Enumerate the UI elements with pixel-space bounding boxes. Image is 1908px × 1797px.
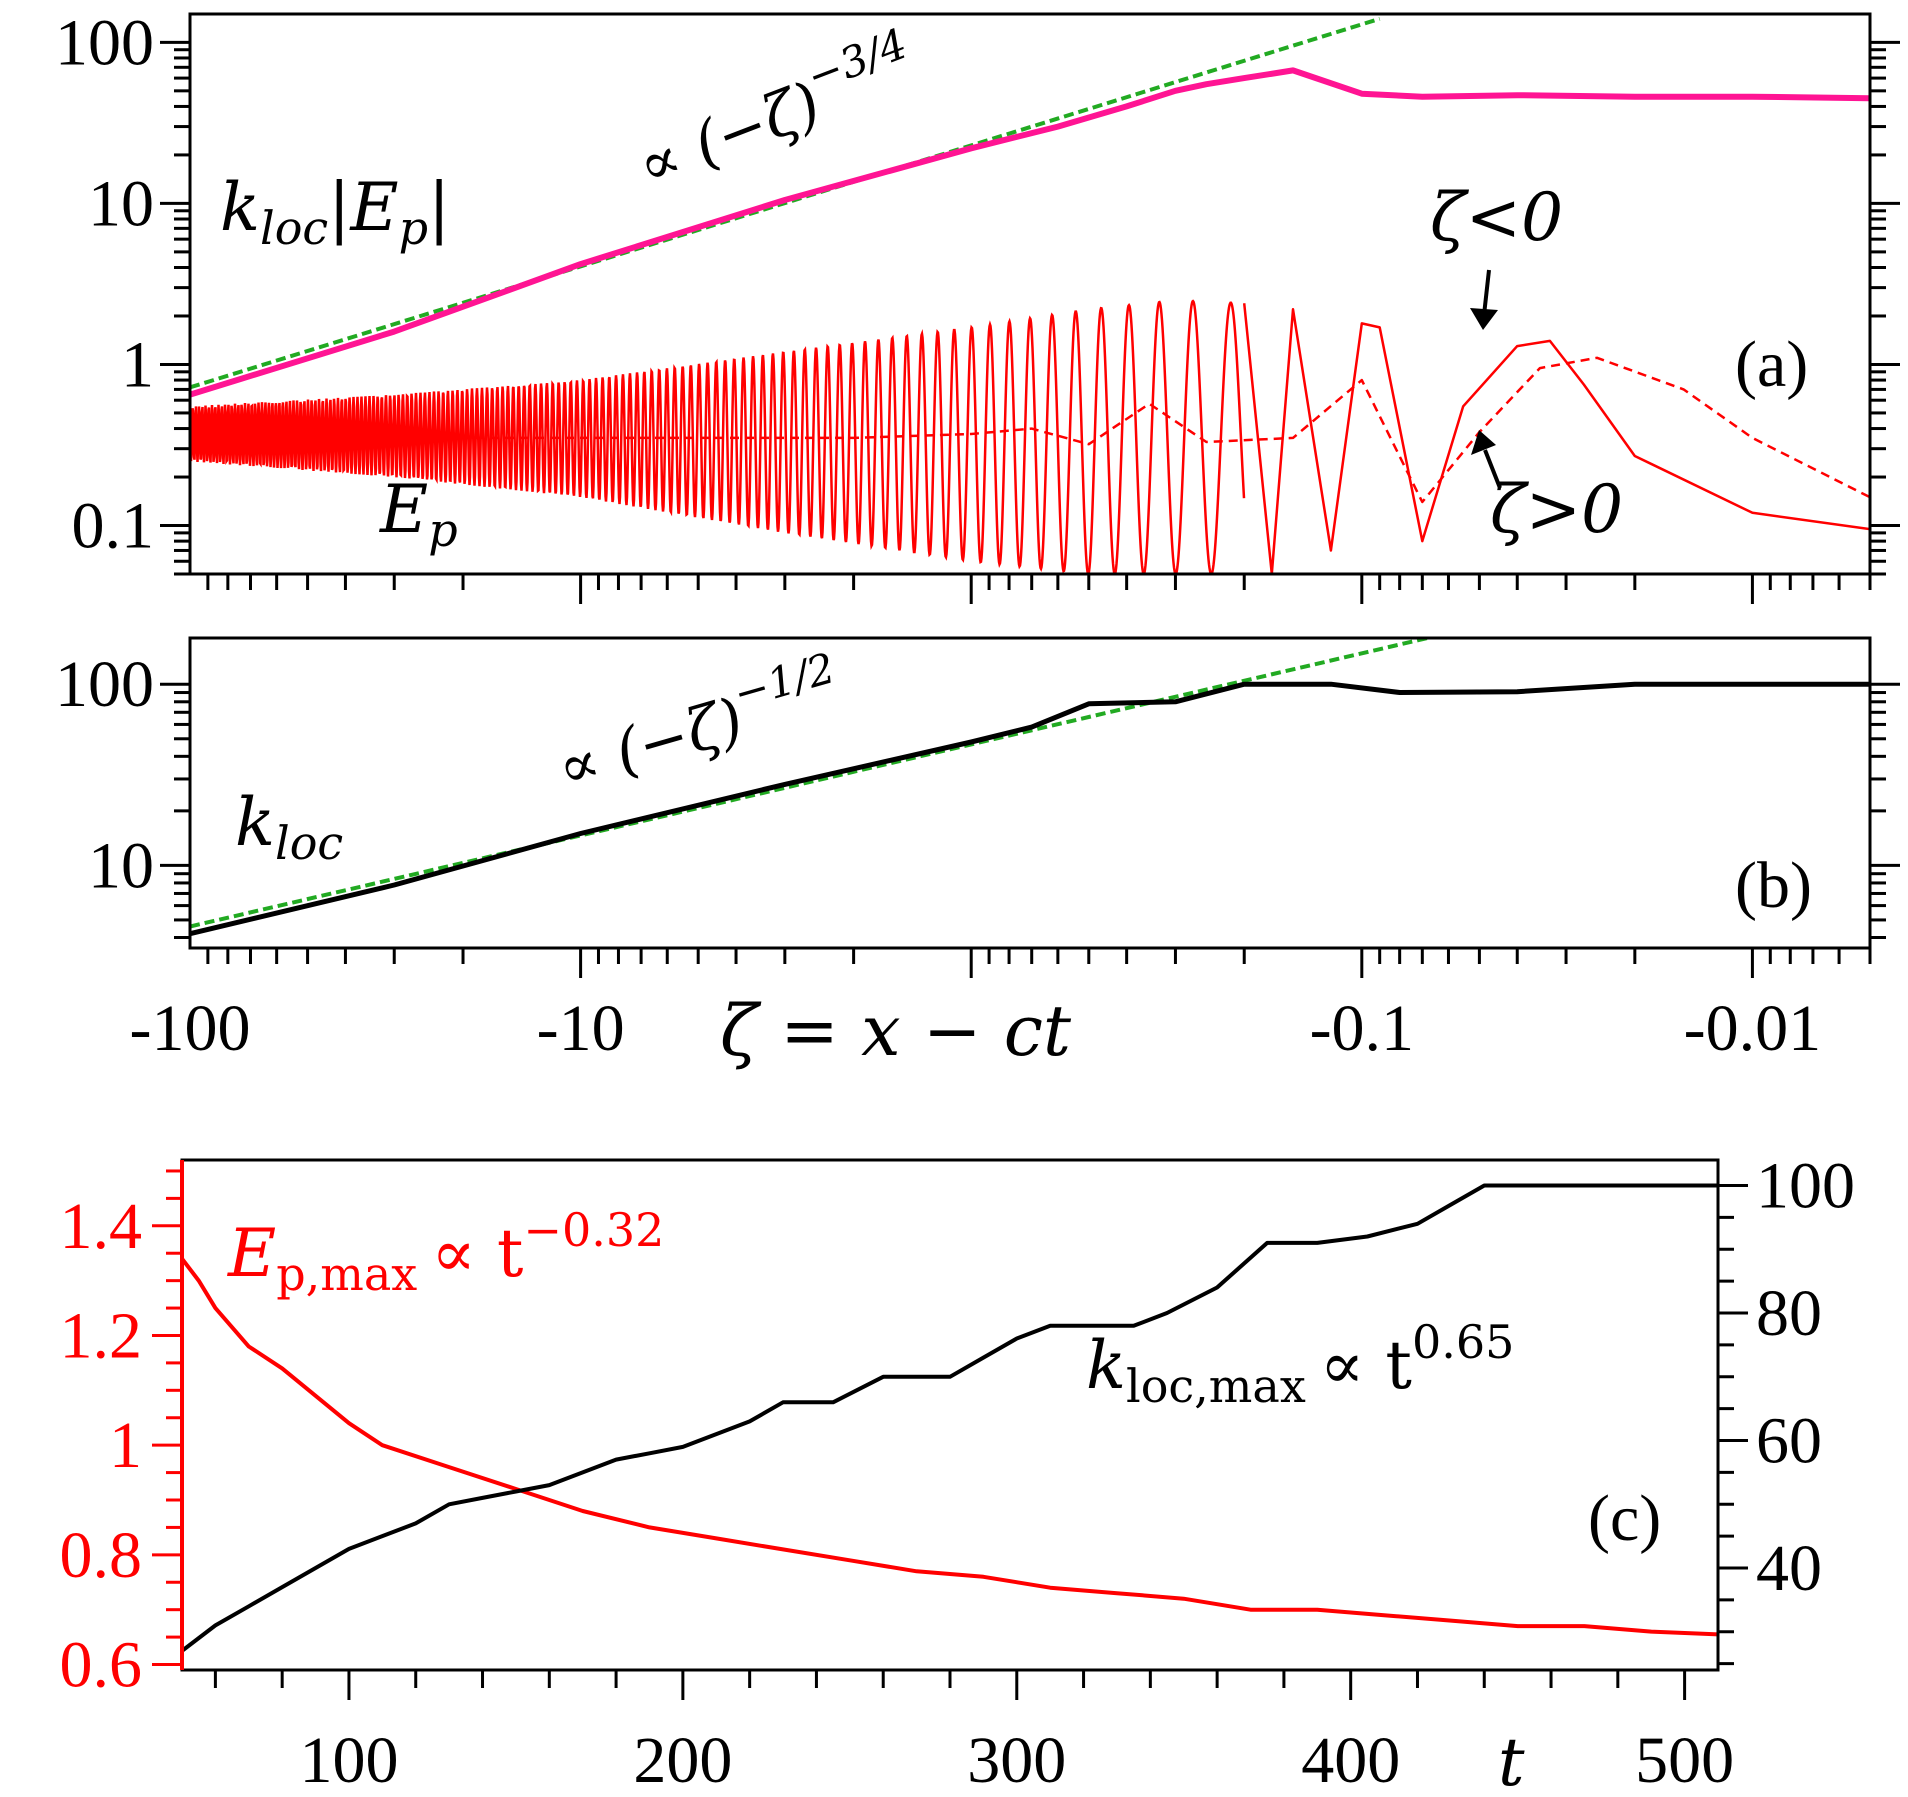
panel-c-frame [180,1158,1720,1672]
y-tick-label-left: 1.2 [60,1299,143,1372]
x-tick-label: 500 [1635,1724,1734,1797]
x-axis-label-t: t [1498,1724,1525,1797]
y-tick-label-right: 80 [1756,1277,1822,1350]
label-ep: Ep [379,471,458,557]
arrow-zeta-pos [1471,430,1502,489]
y-tick-label: 0.1 [72,490,155,563]
label-kloc-max: kloc,max ∝ t0.65 [1086,1315,1514,1413]
x-tick-label: 100 [299,1724,398,1797]
panel-b-xtick-labels: -100 -10 -0.1 -0.01 [130,992,1822,1065]
series-kloc [190,681,1870,937]
fit-line-b [190,638,1437,929]
y-tick-label-left: 1 [109,1409,142,1482]
y-tick-label: 1 [121,328,154,401]
panel-b-plot-area [190,638,1870,937]
panel-a-series [190,16,1870,574]
x-axis-label-zeta: ζ = x − ct [720,990,1072,1072]
panel-c-left-tick-labels: 0.6 0.8 1 1.2 1.4 [60,1190,143,1702]
label-zeta-pos: ζ>0 [1490,471,1623,548]
panel-a-frame [188,12,1872,576]
series-ep-zeta-neg-oscillation [190,299,1246,574]
x-tick-label: -0.01 [1684,992,1821,1065]
y-tick-label-left: 0.6 [60,1629,143,1702]
y-tick-label: 10 [88,829,154,902]
panel-c-ticks [152,1169,1748,1700]
panel-a-plot-area [190,16,1870,574]
label-zeta-neg: ζ<0 [1430,179,1563,256]
panel-a-ytick-labels: 0.1 1 10 100 [55,6,154,562]
panel-c-series [180,1183,1719,1653]
y-tick-label-right: 60 [1756,1405,1822,1478]
panel-b-ytick-labels: 10 100 [55,648,154,902]
x-tick-label: 300 [967,1724,1066,1797]
y-tick-label-right: 40 [1756,1532,1822,1605]
panel-c-right-tick-labels: 40 60 80 100 [1756,1150,1855,1606]
series-ep-max [180,1257,1719,1637]
panel-label-a: (a) [1735,328,1808,401]
label-kloc: kloc [235,784,343,870]
y-tick-label: 100 [55,6,154,79]
panel-label-c: (c) [1588,1482,1661,1555]
y-tick-label: 10 [88,167,154,240]
label-ep-max: Ep,max ∝ t−0.32 [227,1203,664,1301]
x-tick-label: -100 [130,992,251,1065]
label-kloc-ep: kloc|Ep| [220,169,450,255]
arrow-zeta-neg [1470,269,1498,330]
series-kloc-ep [190,67,1870,398]
series-ep-zeta-pos [190,356,1870,504]
y-tick-label-right: 100 [1756,1150,1855,1223]
x-tick-label: -10 [537,992,625,1065]
y-tick-label-left: 1.4 [60,1190,143,1263]
series-ep-zeta-neg-tail [1242,303,1870,574]
panel-c-xtick-labels: 100 200 300 400 500 [299,1724,1734,1797]
panel-a-ticks [160,40,1900,604]
x-tick-label: 200 [633,1724,732,1797]
series-kloc-max [180,1183,1718,1653]
panel-b-ticks [160,682,1900,978]
x-tick-label: 400 [1301,1724,1400,1797]
panel-b-series [190,638,1870,937]
y-tick-label-left: 0.8 [60,1519,143,1592]
y-tick-label: 100 [55,648,154,721]
panel-b-frame [188,636,1872,950]
x-tick-label: -0.1 [1310,992,1414,1065]
panel-label-b: (b) [1735,849,1812,922]
